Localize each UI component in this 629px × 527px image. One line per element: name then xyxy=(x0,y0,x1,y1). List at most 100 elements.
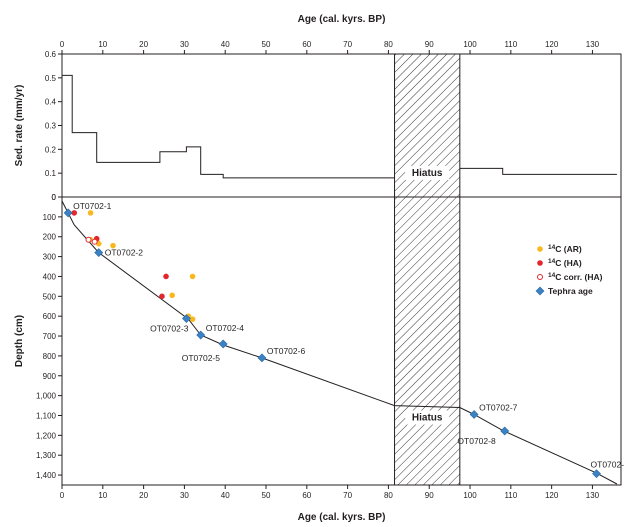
x-tick-label-bottom: 130 xyxy=(586,491,600,500)
tephra-point xyxy=(63,208,73,218)
x-axis-title-bottom: Age (cal. kyrs. BP) xyxy=(298,512,386,523)
ha-14c-point xyxy=(71,210,78,216)
tephra-point xyxy=(592,469,601,479)
x-axis-title-top: Age (cal. kyrs. BP) xyxy=(298,14,386,25)
x-tick-label-top: 130 xyxy=(586,40,600,49)
x-tick-label-top: 20 xyxy=(139,40,148,49)
legend-sup: 14 xyxy=(548,272,556,279)
legend-marker xyxy=(537,260,543,266)
sed-rate-line xyxy=(459,167,617,175)
x-tick-label-bottom: 120 xyxy=(545,491,559,500)
age-depth-model-line xyxy=(61,200,618,485)
x-tick-label-bottom: 60 xyxy=(302,491,311,500)
legend-item: Tephra age xyxy=(548,286,593,296)
legend-marker xyxy=(537,274,543,280)
legend-item: 14C corr. (HA) xyxy=(548,272,603,282)
ar-14c-point xyxy=(189,316,196,322)
x-tick-label-top: 100 xyxy=(463,40,477,49)
tephra-point xyxy=(257,353,267,363)
y-tick-label-bottom: 300 xyxy=(43,253,57,262)
x-tick-label-bottom: 50 xyxy=(262,491,271,500)
y-tick-label-bottom: 200 xyxy=(43,233,57,242)
y-tick-label-bottom: 500 xyxy=(43,292,57,301)
x-tick-label-bottom: 70 xyxy=(343,491,352,500)
corr-ha-14c-point xyxy=(85,236,92,243)
x-tick-label-top: 80 xyxy=(384,40,393,49)
legend-item: 14C (HA) xyxy=(548,258,582,268)
x-tick-label-bottom: 100 xyxy=(463,491,477,500)
ha-14c-point xyxy=(159,293,165,300)
tephra-label: OT0702-3 xyxy=(150,324,189,334)
x-tick-label-top: 90 xyxy=(425,40,434,49)
legend-item: 14C (AR) xyxy=(548,244,582,254)
tephra-point xyxy=(469,410,479,419)
x-tick-label-bottom: 20 xyxy=(139,491,148,500)
y-tick-label-bottom: 400 xyxy=(43,272,57,281)
y-tick-label-top: 0.5 xyxy=(45,74,57,83)
legend-marker xyxy=(535,286,545,296)
y-tick-label-bottom: 100 xyxy=(43,213,57,222)
ha-14c-point xyxy=(163,273,169,280)
y-tick-label-top: 0.3 xyxy=(45,122,57,131)
ar-14c-point xyxy=(110,242,116,249)
y-tick-label-bottom: 600 xyxy=(43,312,57,321)
x-tick-label-bottom: 80 xyxy=(384,491,393,500)
legend-text: C (HA) xyxy=(555,258,582,268)
x-tick-label-top: 50 xyxy=(262,40,271,49)
bottom-panel-frame xyxy=(61,196,622,486)
ar-14c-point xyxy=(87,210,94,216)
legend-text: C corr. (HA) xyxy=(555,272,602,282)
y-tick-label-top: 0.6 xyxy=(45,50,57,59)
tephra-label: OT0702-2 xyxy=(105,248,144,258)
legend-marker xyxy=(537,246,543,252)
tephra-label: OT0702-8 xyxy=(457,436,496,446)
top-panel-frame xyxy=(61,53,622,198)
corr-ha-14c-point xyxy=(91,238,98,245)
x-tick-label-top: 60 xyxy=(302,40,311,49)
x-tick-label-bottom: 0 xyxy=(60,491,65,500)
x-tick-label-top: 110 xyxy=(504,40,517,49)
x-tick-label-top: 30 xyxy=(180,40,189,49)
tephra-label: OT0702- xyxy=(591,460,625,470)
y-tick-label-bottom: 1,300 xyxy=(36,451,57,460)
x-tick-label-bottom: 110 xyxy=(504,491,517,500)
ar-14c-point xyxy=(189,273,196,280)
ar-14c-point xyxy=(169,292,175,299)
y-tick-label-bottom: 1,200 xyxy=(36,431,57,440)
x-tick-label-bottom: 40 xyxy=(221,491,230,500)
x-tick-label-bottom: 90 xyxy=(425,491,434,500)
top-y-axis-title: Sed. rate (mm/yr) xyxy=(14,85,25,167)
tephra-label: OT0702-1 xyxy=(73,201,112,211)
x-tick-label-top: 10 xyxy=(98,40,107,49)
bottom-y-axis-title: Depth (cm) xyxy=(14,315,25,367)
sed-rate-line xyxy=(62,74,395,179)
y-tick-label-top: 0 xyxy=(52,193,57,202)
x-tick-label-bottom: 30 xyxy=(180,491,189,500)
legend-sup: 14 xyxy=(548,244,556,251)
y-tick-label-top: 0.1 xyxy=(45,169,57,178)
tephra-label: OT0702-5 xyxy=(182,353,221,363)
hiatus-label-top: Hiatus xyxy=(412,168,443,179)
y-tick-label-bottom: 900 xyxy=(43,372,57,381)
hiatus-label-bottom: Hiatus xyxy=(412,413,443,424)
y-tick-label-bottom: 1,100 xyxy=(36,411,57,420)
x-tick-label-top: 40 xyxy=(221,40,230,49)
x-tick-label-bottom: 10 xyxy=(98,491,107,500)
tephra-point xyxy=(500,426,510,436)
tephra-point xyxy=(94,248,104,258)
y-tick-label-top: 0.2 xyxy=(45,145,57,154)
x-tick-label-top: 70 xyxy=(343,40,352,49)
x-tick-label-top: 120 xyxy=(545,40,559,49)
x-tick-label-top: 0 xyxy=(60,40,65,49)
y-tick-label-bottom: 700 xyxy=(43,332,57,341)
tephra-label: OT0702-4 xyxy=(206,323,245,333)
y-tick-label-bottom: 1,000 xyxy=(36,392,57,401)
legend-text: Tephra age xyxy=(548,286,593,296)
legend-text: C (AR) xyxy=(555,244,582,254)
tephra-point xyxy=(196,330,206,340)
legend-sup: 14 xyxy=(548,258,556,265)
tephra-point xyxy=(218,339,228,349)
y-tick-label-bottom: 0 xyxy=(52,193,57,202)
tephra-label: OT0702-7 xyxy=(479,402,518,412)
